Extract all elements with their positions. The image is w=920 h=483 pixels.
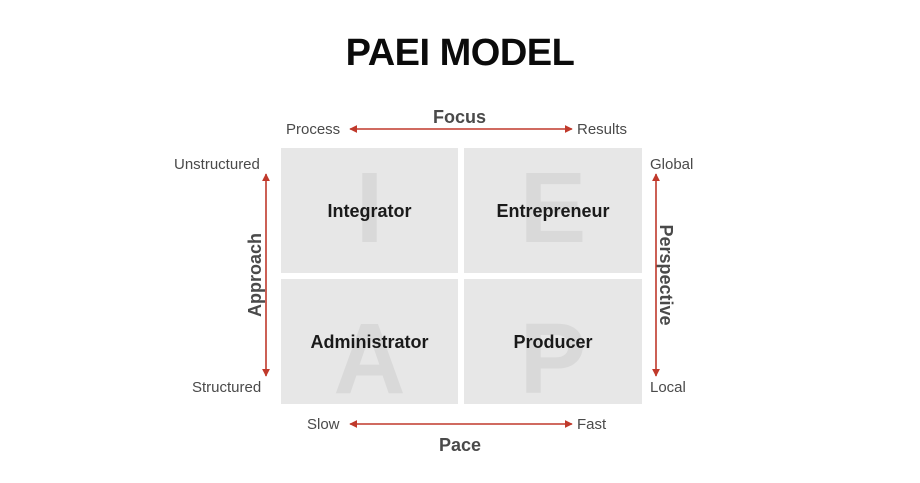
approach-bottom-label: Structured [192,379,262,396]
producer-watermark-letter: P [519,303,587,404]
administrator-label: Administrator [310,332,429,352]
entrepreneur-watermark-letter: E [519,152,587,264]
quadrant-integrator: I Integrator [281,148,458,273]
quadrant-producer: P Producer [464,279,642,404]
integrator-watermark-letter: I [355,152,384,264]
quadrant-administrator: A Administrator [281,279,458,404]
approach-top-label: Unstructured [174,156,260,173]
page-title: PAEI MODEL [345,32,575,74]
producer-label: Producer [513,332,593,352]
focus-axis-title: Focus [433,107,487,127]
pace-axis-title: Pace [439,435,482,455]
perspective-top-label: Global [650,156,694,173]
focus-right-label: Results [577,121,628,138]
entrepreneur-label: Entrepreneur [496,201,610,221]
perspective-bottom-label: Local [650,379,686,396]
administrator-watermark-letter: A [333,303,406,404]
focus-left-label: Process [286,121,341,138]
quadrant-entrepreneur: E Entrepreneur [464,148,642,273]
pace-left-label: Slow [307,416,340,433]
pace-right-label: Fast [577,416,607,433]
integrator-label: Integrator [327,201,412,221]
